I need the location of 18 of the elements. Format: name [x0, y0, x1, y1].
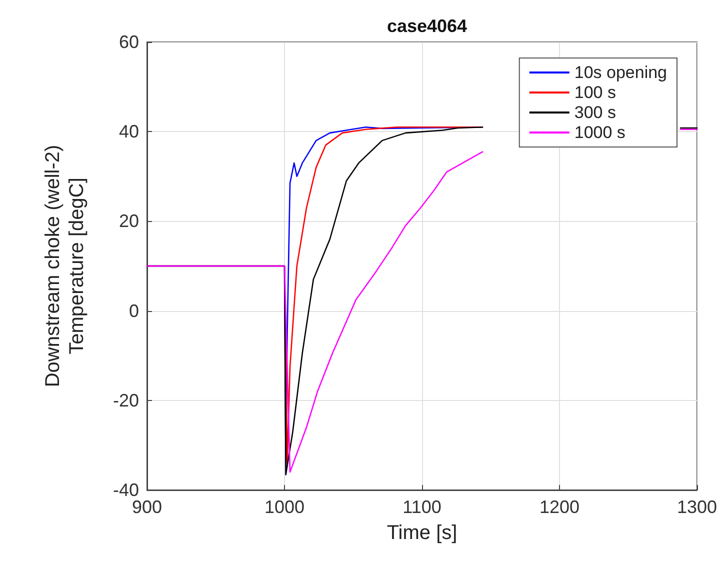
x-tick-label: 1200 — [539, 497, 580, 517]
x-axis-title: Time [s] — [386, 522, 458, 544]
x-tick-label: 1300 — [676, 497, 718, 517]
y-tick-label: 0 — [128, 300, 139, 321]
y-tick-label: 40 — [118, 122, 139, 142]
y-tick-label: 60 — [118, 32, 139, 52]
legend-label: 300 s — [574, 103, 616, 122]
y-axis-title: Downstream choke (well-2) Temperature [degC] — [42, 144, 88, 388]
x-tick-label: 900 — [132, 497, 162, 517]
legend-label: 10s opening — [574, 63, 668, 82]
y-tick-label: 20 — [118, 211, 139, 232]
y-tick-label: -20 — [112, 390, 139, 410]
x-tick-label: 1000 — [264, 497, 305, 517]
chart-title: case4064 — [386, 16, 468, 36]
legend-label: 1000 s — [574, 123, 626, 142]
y-tick-label: -40 — [112, 480, 139, 500]
x-tick-label: 1100 — [402, 497, 442, 517]
legend-label: 100 s — [574, 83, 616, 102]
